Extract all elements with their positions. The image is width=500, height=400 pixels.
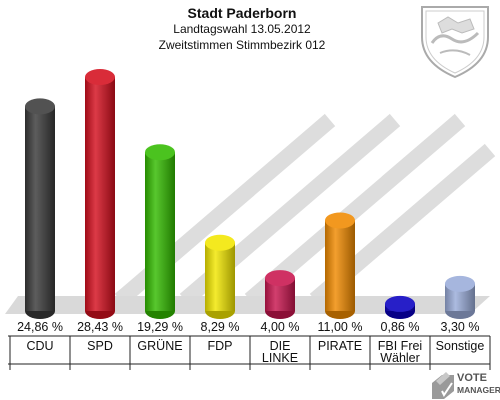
category-label-0: CDU	[26, 339, 53, 353]
bar-2	[145, 144, 175, 319]
value-label-2: 19,29 %	[137, 320, 183, 334]
chart-floor	[5, 296, 490, 314]
bar-1	[85, 69, 115, 319]
coat-of-arms-icon	[421, 6, 489, 79]
vote-manager-logo: VOTE MANAGER	[432, 372, 500, 399]
value-label-7: 3,30 %	[441, 320, 480, 334]
value-label-4: 4,00 %	[261, 320, 300, 334]
bg-stripe	[244, 113, 466, 307]
value-label-6: 0,86 %	[381, 320, 420, 334]
category-label-1: SPD	[87, 339, 113, 353]
bar-series	[25, 69, 475, 319]
category-label-3: FDP	[208, 339, 233, 353]
logo-vote: VOTE	[457, 372, 487, 384]
value-label-1: 28,43 %	[77, 320, 123, 334]
value-label-3: 8,29 %	[201, 320, 240, 334]
background-stripes	[114, 113, 496, 307]
category-dividers	[9, 336, 491, 370]
chart-subtitle-2: Zweitstimmen Stimmbezirk 012	[159, 38, 326, 52]
value-label-0: 24,86 %	[17, 320, 63, 334]
bar-3	[205, 234, 235, 319]
category-label-5: PIRATE	[318, 339, 362, 353]
bar-4	[265, 270, 295, 319]
bar-6	[385, 295, 415, 319]
category-label-6: FBI Frei Wähler	[378, 339, 422, 365]
category-label-4: DIE LINKE	[262, 339, 298, 365]
value-labels: 24,86 % 28,43 % 19,29 % 8,29 % 4,00 % 11,00 %…	[17, 320, 479, 334]
bar-0	[25, 98, 55, 319]
category-labels: CDU SPD GRÜNE FDP DIE LINKE PIRATE FBI Frei Wähl…	[26, 339, 484, 365]
value-label-5: 11,00 %	[318, 320, 363, 334]
bar-5	[325, 212, 355, 319]
chart-title: Stadt Paderborn	[188, 5, 297, 21]
bar-7	[445, 275, 475, 319]
category-label-7: Sonstige	[436, 339, 485, 353]
chart-subtitle: Landtagswahl 13.05.2012	[173, 22, 311, 36]
ballot-box-icon	[432, 372, 454, 399]
logo-manager: MANAGER	[457, 385, 500, 395]
category-label-2: GRÜNE	[137, 339, 182, 353]
